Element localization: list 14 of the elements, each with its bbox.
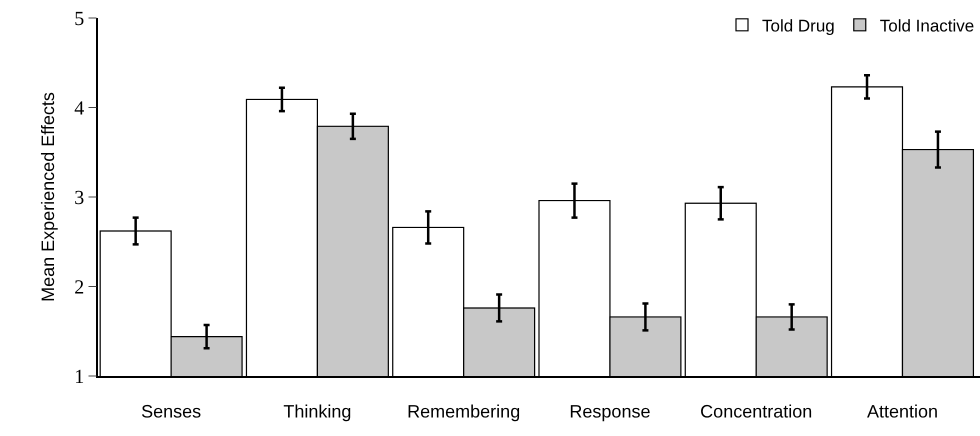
y-tick-label: 2 bbox=[74, 276, 84, 298]
x-tick-label: Attention bbox=[866, 401, 938, 422]
y-tick-label: 3 bbox=[74, 187, 84, 209]
x-tick-label: Response bbox=[569, 401, 650, 422]
y-tick-label: 5 bbox=[74, 8, 84, 30]
y-tick-label: 1 bbox=[74, 366, 84, 388]
x-tick-label: Senses bbox=[141, 401, 202, 422]
x-tick-label: Thinking bbox=[283, 401, 352, 422]
x-tick-label: Remembering bbox=[407, 401, 520, 422]
legend-label: Told Drug bbox=[762, 16, 835, 36]
x-tick-label: Concentration bbox=[700, 401, 812, 422]
legend-label: Told Inactive bbox=[880, 16, 974, 36]
y-tick-label: 4 bbox=[74, 98, 84, 120]
y-axis-title: Mean Experienced Effects bbox=[38, 92, 58, 302]
